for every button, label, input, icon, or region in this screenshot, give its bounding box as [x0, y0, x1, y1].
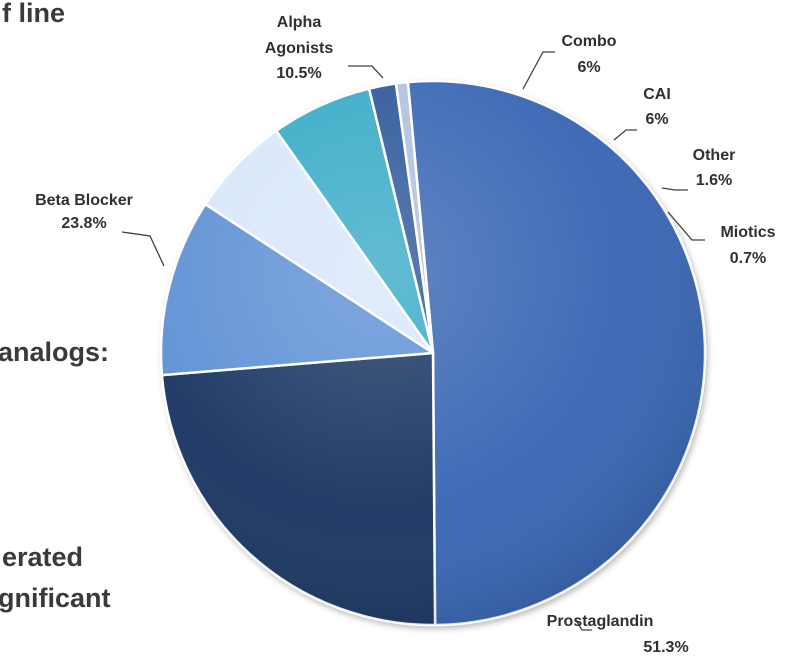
- slice-value-miotics: 0.7%: [730, 250, 766, 267]
- leader-line-beta-blocker: [121, 231, 165, 267]
- slice-value-combo: 6%: [577, 59, 600, 76]
- leader-line-other: [661, 187, 688, 191]
- leader-lines: [121, 51, 705, 631]
- slide-text-line-1: f line: [2, 0, 66, 28]
- slice-value-beta-blocker: 23.8%: [61, 215, 106, 232]
- slice-name-combo-0: Combo: [561, 33, 616, 50]
- slice-value-other: 1.6%: [696, 172, 732, 189]
- slice-name-prostaglandin-0: Prostaglandin: [547, 613, 654, 630]
- slice-labels: Prostaglandin 51.3% Beta Blocker 23.8% Alpha…: [35, 14, 776, 656]
- slice-name-beta-blocker-0: Beta Blocker: [35, 192, 133, 209]
- slide-text-line-3: erated: [2, 542, 84, 572]
- slice-name-cai-0: CAI: [643, 86, 671, 103]
- leader-line-combo: [522, 51, 555, 90]
- leader-line-cai: [613, 129, 637, 141]
- slice-beta-blocker: [160, 351, 437, 627]
- slice-prostaglandin: [406, 79, 707, 627]
- slice-name-other-0: Other: [693, 147, 736, 164]
- slide-text-line-4: gnificant: [0, 583, 111, 613]
- slide-text-line-2: analogs:: [0, 337, 110, 367]
- slice-value-prostaglandin: 51.3%: [643, 639, 688, 656]
- slice-name-miotics-0: Miotics: [720, 224, 775, 241]
- slice-value-cai: 6%: [645, 111, 668, 128]
- slice-name-alpha-agonists-1: Agonists: [265, 40, 334, 57]
- leader-line-alpha-agonists: [348, 65, 384, 79]
- leader-line-prostaglandin: [575, 619, 592, 631]
- slice-name-alpha-agonists-0: Alpha: [277, 14, 322, 31]
- pie-slices: [159, 79, 707, 627]
- slice-value-alpha-agonists: 10.5%: [276, 65, 321, 82]
- leader-line-miotics: [667, 211, 705, 241]
